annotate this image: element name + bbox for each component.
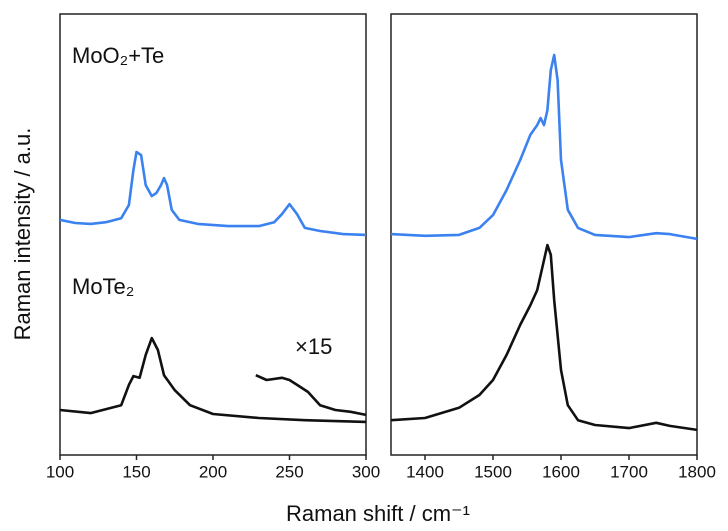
- x-tick-label: 200: [199, 462, 227, 481]
- spectrum-line: [255, 374, 367, 417]
- spectrum-line: [59, 150, 367, 237]
- spectrum-line: [390, 243, 698, 432]
- x-tick-label: 300: [352, 462, 380, 481]
- series-label: MoO₂+Te: [72, 43, 164, 68]
- x-tick-label: 1700: [610, 462, 648, 481]
- x-tick-label: 1500: [474, 462, 512, 481]
- spectrum-line: [59, 336, 367, 424]
- series-label: MoTe₂: [72, 274, 134, 299]
- x-tick-label: 1800: [678, 462, 716, 481]
- plot-frame: [59, 13, 367, 456]
- x-tick-label: 250: [275, 462, 303, 481]
- x-tick-label: 1400: [406, 462, 444, 481]
- x-tick-label: 150: [122, 462, 150, 481]
- series-label: ×15: [295, 334, 332, 359]
- spectrum-line: [390, 53, 698, 241]
- x-tick-label: 1600: [542, 462, 580, 481]
- x-tick-label: 100: [46, 462, 74, 481]
- x-axis-title: Raman shift / cm⁻¹: [286, 501, 470, 526]
- y-axis-title: Raman intensity / a.u.: [10, 128, 35, 341]
